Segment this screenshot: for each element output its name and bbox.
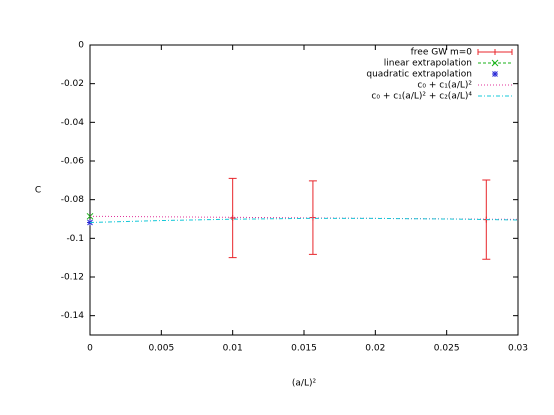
x-tick-label: 0.005 bbox=[148, 344, 174, 354]
x-tick-label: 0.03 bbox=[508, 344, 528, 354]
legend-marker bbox=[492, 49, 498, 55]
legend-marker bbox=[492, 71, 498, 77]
legend-label: c₀ + c₁(a/L)² bbox=[417, 81, 472, 91]
y-tick-label: -0.02 bbox=[61, 79, 84, 89]
y-tick-label: -0.08 bbox=[61, 195, 85, 205]
legend-label: c₀ + c₁(a/L)² + c₂(a/L)⁴ bbox=[371, 92, 472, 102]
x-axis-label: (a/L)² bbox=[292, 379, 317, 389]
legend-label: quadratic extrapolation bbox=[366, 70, 472, 80]
y-tick-label: -0.12 bbox=[61, 273, 84, 283]
x-tick-label: 0.015 bbox=[291, 344, 317, 354]
y-tick-label: -0.14 bbox=[61, 311, 85, 321]
legend-label: linear extrapolation bbox=[384, 59, 472, 69]
y-tick-label: -0.04 bbox=[61, 118, 85, 128]
y-tick-label: -0.06 bbox=[61, 157, 85, 167]
x-tick-label: 0.025 bbox=[434, 344, 460, 354]
y-tick-label: 0 bbox=[78, 41, 84, 51]
point bbox=[229, 215, 236, 222]
fit-line bbox=[89, 217, 519, 223]
legend-marker bbox=[491, 59, 499, 67]
y-tick-label: -0.1 bbox=[66, 234, 84, 244]
legend-label: free GW m=0 bbox=[411, 48, 473, 58]
point bbox=[86, 212, 94, 220]
y-axis-label: C bbox=[35, 186, 41, 196]
x-tick-label: 0.02 bbox=[365, 344, 385, 354]
x-tick-label: 0 bbox=[87, 344, 93, 354]
x-tick-label: 0.01 bbox=[223, 344, 243, 354]
